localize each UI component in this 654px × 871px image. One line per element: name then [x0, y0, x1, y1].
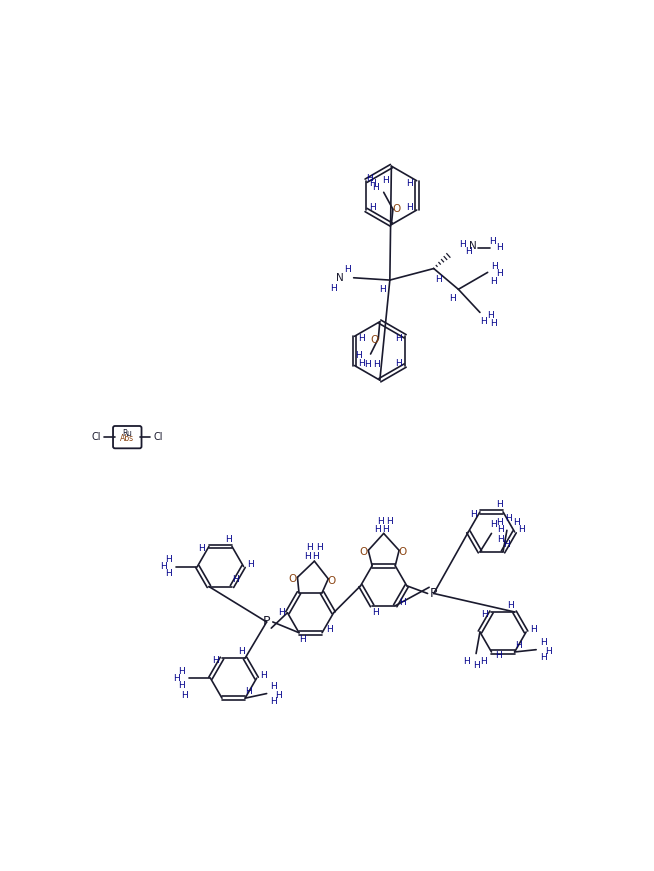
Text: H: H: [481, 657, 487, 665]
Text: H: H: [406, 179, 413, 187]
Text: O: O: [327, 576, 336, 586]
Text: H: H: [383, 525, 389, 534]
Text: P: P: [430, 587, 438, 600]
Text: H: H: [270, 682, 277, 691]
Text: H: H: [518, 525, 525, 534]
Text: H: H: [464, 657, 470, 665]
Text: H: H: [370, 179, 376, 187]
Text: H: H: [496, 243, 502, 253]
Text: H: H: [490, 277, 497, 286]
Text: H: H: [496, 518, 502, 527]
Text: H: H: [364, 361, 371, 369]
Text: O: O: [370, 335, 379, 345]
Text: H: H: [181, 691, 188, 699]
Text: H: H: [379, 285, 385, 294]
Text: H: H: [540, 653, 547, 662]
Text: H: H: [497, 525, 504, 534]
Text: H: H: [489, 237, 496, 246]
Text: H: H: [473, 661, 479, 671]
Text: H: H: [540, 638, 547, 647]
Text: H: H: [481, 610, 488, 618]
Text: H: H: [358, 359, 365, 368]
Text: H: H: [399, 598, 405, 607]
Text: H: H: [496, 269, 504, 279]
Text: H: H: [165, 569, 172, 578]
Text: H: H: [299, 635, 305, 645]
Text: H: H: [366, 174, 373, 183]
Text: H: H: [260, 672, 267, 680]
Text: H: H: [508, 600, 514, 610]
Text: H: H: [344, 265, 351, 273]
Text: H: H: [491, 261, 498, 271]
Text: H: H: [306, 543, 313, 552]
Text: H: H: [355, 351, 362, 360]
Text: H: H: [382, 176, 388, 186]
Text: H: H: [270, 697, 277, 706]
Text: N: N: [336, 273, 343, 283]
Text: O: O: [392, 204, 401, 214]
Text: P: P: [263, 616, 270, 629]
Text: H: H: [395, 359, 402, 368]
Text: O: O: [360, 547, 368, 557]
Text: H: H: [225, 535, 232, 544]
Text: O: O: [399, 547, 407, 557]
Text: O: O: [288, 574, 297, 584]
Text: Cl: Cl: [92, 432, 101, 442]
Text: N: N: [469, 241, 477, 251]
Text: H: H: [513, 518, 519, 527]
Text: H: H: [459, 240, 466, 249]
Text: H: H: [449, 294, 456, 303]
Text: H: H: [490, 520, 497, 529]
Text: H: H: [395, 334, 402, 343]
Text: H: H: [358, 334, 365, 343]
Text: H: H: [374, 525, 381, 534]
Text: H: H: [313, 552, 319, 561]
Text: H: H: [179, 680, 185, 690]
Text: H: H: [199, 544, 205, 553]
Text: H: H: [470, 510, 476, 518]
Text: H: H: [247, 560, 254, 569]
Text: H: H: [316, 543, 322, 552]
Text: H: H: [530, 625, 536, 634]
Text: H: H: [212, 656, 218, 665]
Text: H: H: [496, 501, 502, 510]
Text: Abs: Abs: [120, 435, 134, 443]
Text: H: H: [504, 540, 510, 550]
Text: Ru: Ru: [122, 429, 132, 438]
Text: H: H: [238, 647, 245, 656]
Text: Cl: Cl: [153, 432, 163, 442]
Text: H: H: [373, 361, 380, 369]
Text: H: H: [326, 625, 332, 634]
Text: H: H: [245, 686, 252, 696]
Text: H: H: [495, 652, 502, 660]
Text: H: H: [173, 673, 180, 683]
Text: H: H: [179, 666, 185, 676]
Text: H: H: [304, 552, 311, 561]
Text: H: H: [479, 317, 487, 326]
Text: H: H: [497, 535, 504, 544]
Text: H: H: [330, 284, 337, 293]
Text: H: H: [370, 203, 376, 213]
Text: H: H: [372, 608, 379, 618]
Text: H: H: [373, 183, 379, 192]
Text: H: H: [435, 275, 441, 284]
Text: H: H: [377, 517, 384, 525]
Text: H: H: [505, 514, 512, 523]
Text: H: H: [275, 691, 283, 699]
Text: H: H: [487, 311, 494, 320]
Text: H: H: [490, 320, 497, 328]
Text: H: H: [165, 555, 172, 564]
Text: H: H: [387, 517, 393, 525]
Text: H: H: [465, 247, 472, 256]
Text: H: H: [545, 646, 552, 656]
Text: H: H: [278, 608, 284, 618]
Text: H: H: [160, 562, 167, 571]
Text: H: H: [406, 203, 413, 213]
Text: H: H: [515, 640, 522, 650]
Text: H: H: [232, 575, 239, 584]
